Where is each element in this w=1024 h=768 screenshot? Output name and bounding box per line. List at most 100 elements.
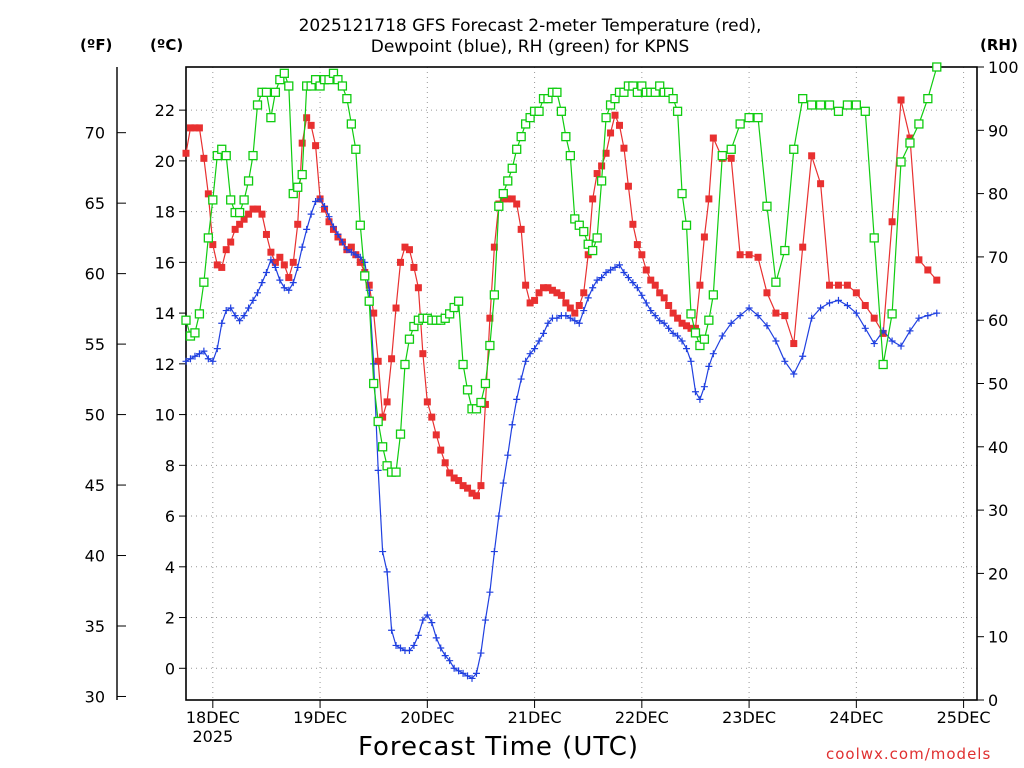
dewpoint-point: [763, 322, 771, 330]
dewpoint-point: [897, 342, 905, 350]
dewpoint-point: [352, 251, 360, 259]
rh-point: [462, 385, 473, 395]
dewpoint-point: [245, 304, 253, 312]
rh-point: [458, 359, 468, 370]
rh-point: [351, 144, 361, 154]
temperature-point: [915, 256, 923, 264]
temperature-point: [611, 111, 619, 119]
rh-point: [194, 309, 205, 319]
temperature-point: [642, 266, 650, 274]
dewpoint-point: [464, 672, 472, 680]
rh-point: [364, 296, 374, 306]
rh-tick-label: 30: [988, 501, 1008, 520]
dewpoint-point: [267, 256, 275, 264]
rh-point: [561, 131, 571, 142]
dewpoint-point: [374, 466, 382, 474]
temperature-point: [678, 319, 686, 327]
dewpoint-point: [691, 388, 699, 396]
temperature-point: [383, 398, 391, 406]
temperature-point: [602, 149, 610, 157]
dewpoint-point: [334, 230, 342, 238]
dewpoint-point: [826, 299, 834, 307]
rh-point: [708, 290, 718, 300]
temperature-point: [607, 129, 615, 137]
rh-point: [476, 397, 486, 408]
rh-point: [699, 334, 710, 344]
temperature-point: [428, 413, 436, 421]
dewpoint-point: [329, 223, 337, 231]
celsius-tick-label: 20: [155, 152, 175, 171]
rh-point: [297, 169, 307, 180]
dewpoint-point: [736, 312, 744, 320]
rh-point: [905, 138, 915, 148]
dewpoint-point: [718, 332, 726, 340]
rh-point: [690, 328, 701, 338]
temperature-point: [522, 281, 530, 289]
dewpoint-point: [522, 357, 530, 365]
temperature-point: [254, 205, 262, 213]
rh-point: [243, 176, 254, 186]
dewpoint-point: [325, 213, 333, 221]
rh-point: [190, 328, 200, 338]
temperature-point: [446, 469, 454, 477]
dewpoint-point: [423, 611, 431, 619]
rh-point: [780, 245, 790, 256]
rh-point: [208, 195, 218, 205]
temperature-point: [674, 314, 682, 322]
temperature-point: [245, 210, 253, 218]
dewpoint-point: [526, 350, 534, 358]
rh-point: [395, 429, 406, 439]
rh-point: [860, 106, 870, 116]
temperature-point: [598, 162, 606, 170]
rh-point: [489, 290, 500, 300]
temperature-point: [580, 289, 588, 297]
temperature-point: [727, 154, 735, 162]
dewpoint-point: [347, 248, 355, 256]
fahrenheit-tick-label: 50: [85, 406, 105, 425]
rh-point: [226, 195, 236, 205]
temperature-point: [374, 357, 382, 365]
dewpoint-point: [276, 276, 284, 284]
dewpoint-point: [624, 274, 632, 282]
temperature-point: [303, 114, 311, 122]
temperature-point: [240, 215, 248, 223]
temperature-point: [490, 243, 498, 251]
temperature-point: [370, 309, 378, 317]
dewpoint-point: [441, 652, 449, 660]
dewpoint-point: [566, 314, 574, 322]
dewpoint-point: [383, 568, 391, 576]
rh-point: [878, 359, 888, 370]
temperature-point: [656, 289, 664, 297]
dewpoint-point: [589, 284, 597, 292]
temperature-point: [593, 170, 601, 178]
dewpoint-point: [338, 238, 346, 246]
temperature-point: [669, 309, 677, 317]
dewpoint-point: [611, 263, 619, 271]
x-tick-sublabel: 2025: [192, 727, 233, 746]
rh-point: [735, 119, 745, 129]
dewpoint-point: [280, 284, 288, 292]
celsius-tick-label: 4: [165, 558, 175, 577]
rh-axis-unit: (RH): [980, 36, 1018, 54]
dewpoint-point: [459, 669, 467, 677]
chart-title: 2025121718 GFS Forecast 2-meter Temperat…: [200, 16, 860, 58]
temperature-point: [852, 289, 860, 297]
rh-point: [337, 81, 348, 91]
rh-point: [806, 100, 817, 110]
dewpoint-point: [321, 203, 329, 211]
celsius-tick-label: 12: [155, 355, 175, 374]
dewpoint-point: [186, 355, 194, 363]
dewpoint-point: [419, 616, 427, 624]
x-tick-label: 22DEC: [615, 708, 669, 727]
rh-point: [579, 226, 589, 237]
rh-point: [377, 442, 388, 452]
rh-point: [686, 309, 696, 319]
rh-point: [668, 94, 678, 104]
dewpoint-point: [678, 337, 686, 345]
rh-point: [726, 144, 736, 154]
dewpoint-point: [258, 279, 266, 287]
rh-point: [480, 378, 491, 389]
temperature-point: [280, 261, 288, 269]
rh-point: [199, 277, 209, 287]
